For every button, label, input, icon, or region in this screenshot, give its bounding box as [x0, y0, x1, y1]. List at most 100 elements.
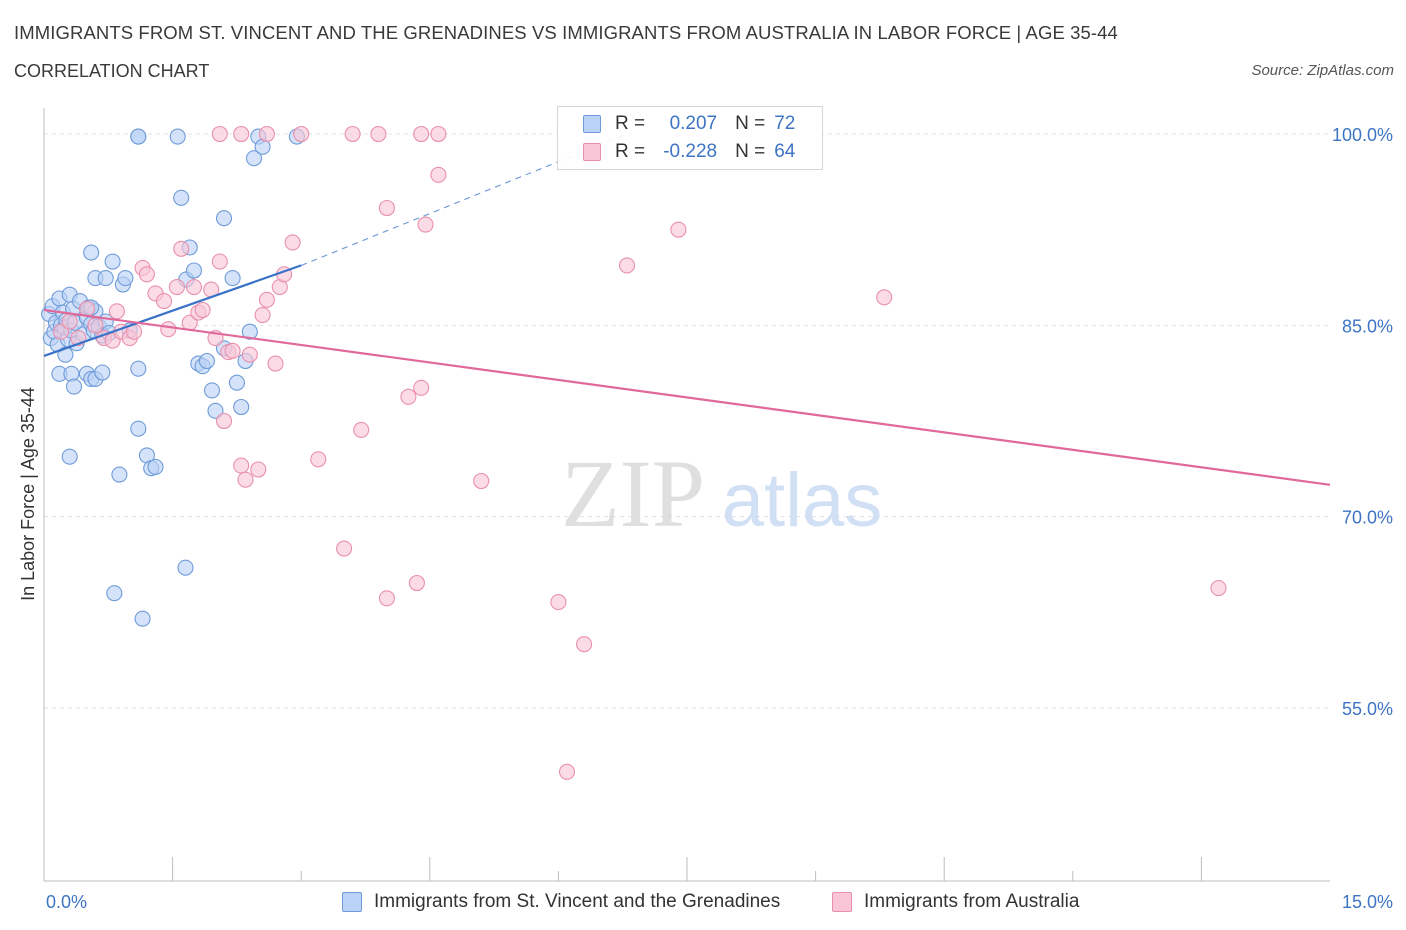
legend-label: Immigrants from St. Vincent and the Gren… — [374, 891, 781, 912]
legend-item-australia[interactable]: Immigrants from Australia — [832, 889, 1079, 915]
trend-line-st-vincent-extension — [300, 133, 628, 266]
data-point-st-vincent — [134, 610, 151, 627]
data-point-australia — [1210, 580, 1227, 597]
trend-lines — [43, 133, 1331, 486]
data-point-australia — [233, 125, 250, 143]
data-point-st-vincent — [241, 323, 258, 340]
data-point-australia — [310, 451, 327, 468]
data-point-st-vincent — [117, 270, 134, 287]
data-point-st-vincent — [97, 270, 114, 287]
data-point-australia — [353, 421, 370, 438]
y-tick-label: 70.0% — [1342, 508, 1393, 528]
data-point-australia — [378, 199, 395, 217]
data-point-australia — [185, 279, 203, 296]
data-point-australia — [87, 317, 104, 334]
data-point-australia — [336, 540, 353, 557]
data-point-st-vincent — [147, 458, 164, 475]
data-point-australia — [267, 355, 284, 372]
data-point-st-vincent — [130, 420, 147, 437]
stats-legend: R = 0.207 N = 72 R = -0.228 N = 64 — [557, 106, 823, 170]
data-point-st-vincent — [224, 270, 241, 287]
data-point-st-vincent — [233, 398, 250, 416]
data-point-australia — [211, 253, 228, 270]
series-pink-points — [53, 125, 1227, 780]
data-point-st-vincent — [94, 364, 111, 381]
r-value: 0.207 — [669, 113, 718, 134]
r-value: -0.228 — [663, 141, 718, 162]
data-point-st-vincent — [106, 585, 123, 602]
data-point-australia — [400, 388, 417, 405]
data-point-australia — [293, 125, 310, 143]
data-point-australia — [430, 125, 447, 143]
watermark: ZIP atlas — [561, 440, 882, 547]
series-blue-points — [41, 128, 305, 627]
data-point-australia — [211, 125, 228, 143]
data-point-australia — [194, 301, 211, 319]
data-point-australia — [53, 323, 70, 340]
watermark-atlas: atlas — [722, 458, 883, 543]
data-point-australia — [417, 216, 434, 233]
data-point-st-vincent — [65, 378, 83, 395]
data-point-australia — [250, 461, 267, 478]
data-point-st-vincent — [203, 382, 221, 399]
data-point-australia — [550, 594, 567, 611]
data-point-st-vincent — [111, 466, 128, 483]
legend-swatch-pink — [583, 143, 601, 161]
n-value: 64 — [774, 141, 796, 162]
data-point-st-vincent — [57, 346, 74, 363]
chart-subtitle: CORRELATION CHART — [14, 61, 210, 81]
x-tick-label-max: 15.0% — [1342, 892, 1393, 912]
legend-item-st-vincent[interactable]: Immigrants from St. Vincent and the Gren… — [342, 889, 780, 915]
data-point-st-vincent — [169, 128, 186, 145]
data-point-australia — [370, 125, 387, 143]
data-point-australia — [215, 412, 233, 430]
y-tick-label: 100.0% — [1332, 125, 1393, 145]
data-point-australia — [237, 471, 254, 488]
data-point-australia — [430, 166, 447, 183]
data-point-australia — [241, 346, 258, 363]
trend-line-australia — [43, 308, 1331, 486]
data-point-st-vincent — [215, 210, 233, 227]
data-point-australia — [258, 125, 275, 143]
data-point-australia — [168, 279, 185, 296]
data-point-st-vincent — [83, 244, 100, 261]
r-label: R = — [615, 141, 646, 162]
data-point-australia — [408, 574, 425, 592]
data-point-australia — [670, 221, 687, 238]
data-point-australia — [108, 303, 125, 320]
data-point-australia — [876, 289, 893, 306]
data-point-australia — [61, 313, 78, 330]
data-point-australia — [155, 293, 173, 310]
n-label: N = — [735, 141, 766, 162]
data-point-australia — [473, 472, 490, 490]
series-legend: Immigrants from St. Vincent and the Gren… — [0, 889, 1406, 915]
x-tick-label-min: 0.0% — [46, 892, 87, 912]
stats-row-pink: R = -0.228 N = 64 — [558, 138, 795, 166]
y-tick-label: 85.0% — [1342, 316, 1393, 336]
data-point-australia — [258, 291, 275, 308]
data-point-australia — [224, 342, 241, 359]
trend-line-st-vincent — [43, 264, 302, 357]
data-point-st-vincent — [198, 352, 215, 370]
n-label: N = — [735, 113, 766, 134]
data-point-australia — [160, 321, 177, 338]
legend-swatch-pink — [832, 892, 852, 912]
data-point-australia — [413, 125, 430, 143]
r-label: R = — [615, 113, 646, 134]
legend-swatch-blue — [583, 115, 601, 133]
data-point-australia — [413, 379, 430, 396]
data-point-st-vincent — [130, 128, 147, 145]
data-point-australia — [138, 266, 155, 283]
chart-title: IMMIGRANTS FROM ST. VINCENT AND THE GREN… — [14, 22, 1118, 43]
data-point-st-vincent — [173, 189, 190, 206]
data-point-australia — [344, 125, 361, 143]
tick-labels: 55.0% 70.0% 85.0% 100.0% 0.0% 15.0% — [46, 125, 1393, 912]
data-point-australia — [558, 763, 576, 780]
data-point-st-vincent — [185, 262, 203, 279]
data-point-st-vincent — [177, 559, 194, 576]
data-point-australia — [233, 457, 250, 474]
data-point-australia — [618, 257, 636, 274]
legend-label: Immigrants from Australia — [864, 891, 1080, 912]
data-point-st-vincent — [130, 360, 147, 377]
